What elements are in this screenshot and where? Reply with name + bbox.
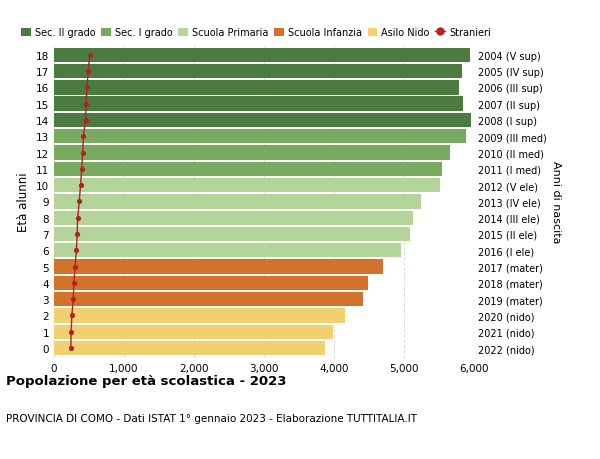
Point (76, 182, 85, 190)
Point (83, 68, 93, 76)
Point (69, 280, 79, 287)
Y-axis label: Età alunni: Età alunni (17, 172, 31, 232)
Point (73, 214, 83, 222)
Bar (54, 292, 364, 307)
Bar (54, 211, 413, 225)
Point (82, 84, 92, 92)
Y-axis label: Anni di nascita: Anni di nascita (551, 161, 561, 243)
Bar (54, 162, 442, 177)
Bar (54, 260, 383, 274)
Bar (54, 146, 450, 160)
Point (67, 328, 76, 336)
Legend: Sec. II grado, Sec. I grado, Scuola Primaria, Scuola Infanzia, Asilo Nido, Stran: Sec. II grado, Sec. I grado, Scuola Prim… (21, 28, 491, 38)
Bar (54, 65, 462, 79)
Point (70, 263, 80, 271)
Point (85, 52, 95, 59)
Text: Popolazione per età scolastica - 2023: Popolazione per età scolastica - 2023 (6, 374, 287, 387)
Bar (54, 325, 334, 339)
Bar (54, 49, 470, 63)
Point (71, 247, 81, 254)
Bar (54, 227, 410, 241)
Point (82, 101, 91, 108)
Point (74, 198, 84, 206)
Bar (54, 113, 471, 128)
Point (67, 312, 77, 319)
Point (66, 345, 76, 352)
Bar (54, 244, 401, 258)
Point (80, 117, 91, 124)
Text: PROVINCIA DI COMO - Dati ISTAT 1° gennaio 2023 - Elaborazione TUTTITALIA.IT: PROVINCIA DI COMO - Dati ISTAT 1° gennai… (6, 413, 417, 423)
Bar (54, 308, 345, 323)
Bar (54, 195, 421, 209)
Bar (54, 81, 460, 95)
Point (79, 133, 88, 140)
Point (78, 150, 88, 157)
Bar (54, 97, 463, 112)
Point (73, 231, 82, 238)
Point (68, 296, 78, 303)
Bar (54, 179, 440, 193)
Bar (54, 341, 325, 355)
Bar (54, 276, 368, 291)
Point (77, 166, 86, 173)
Bar (54, 130, 466, 144)
